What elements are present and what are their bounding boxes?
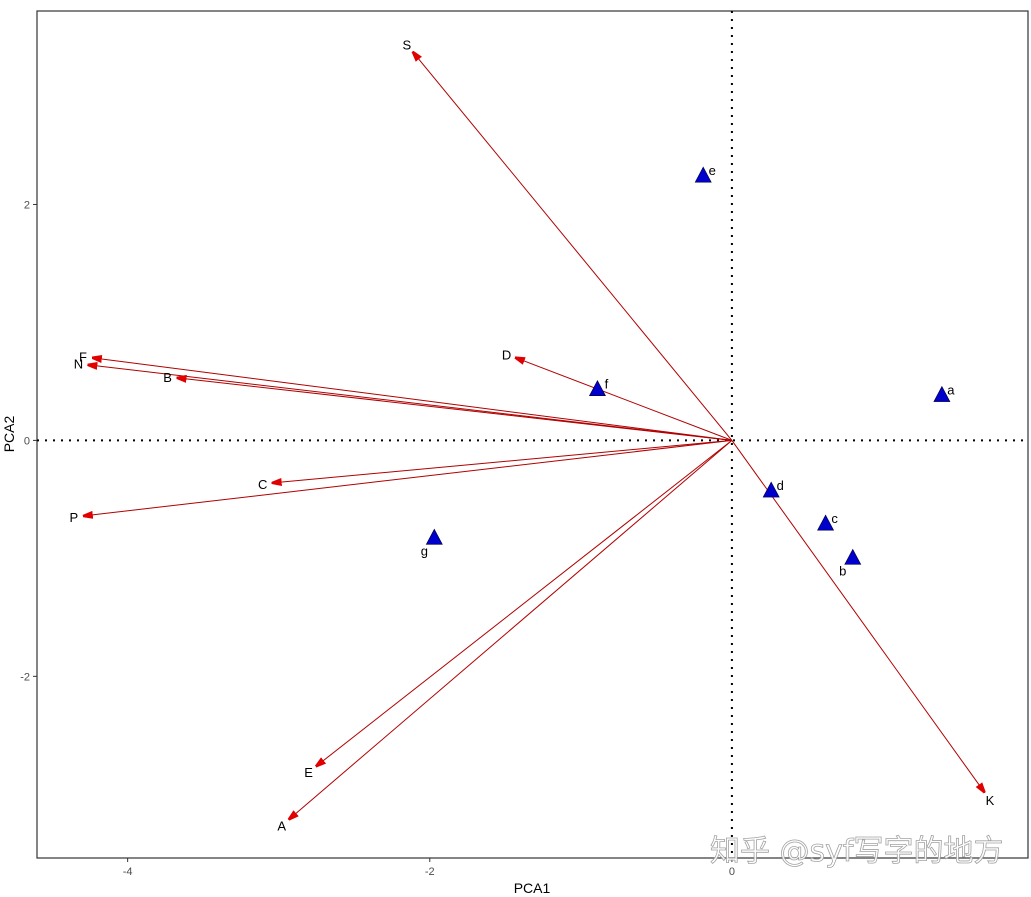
x-axis-title: PCA1 <box>514 880 551 896</box>
sample-label-g: g <box>421 543 428 558</box>
loading-label-D: D <box>502 347 511 362</box>
watermark: 知乎 @syf写字的地方 <box>710 834 1003 869</box>
sample-label-e: e <box>709 163 716 178</box>
sample-triangle-b <box>844 548 862 565</box>
sample-triangle-g <box>425 528 443 545</box>
sample-triangle-a <box>933 385 951 402</box>
sample-triangle-d <box>762 481 780 498</box>
sample-triangle-e <box>694 166 712 183</box>
loading-label-C: C <box>258 477 267 492</box>
sample-label-d: d <box>777 478 784 493</box>
sample-label-a: a <box>947 383 955 398</box>
loading-label-N: N <box>74 357 83 372</box>
loading-label-F: F <box>79 350 87 365</box>
x-tick-label: -2 <box>425 866 435 878</box>
loading-arrow-C <box>273 439 732 482</box>
loading-arrow-P <box>84 439 732 515</box>
loading-label-S: S <box>402 38 411 53</box>
loading-label-B: B <box>163 370 172 385</box>
plot-panel <box>36 10 1029 859</box>
x-tick-label: 0 <box>729 866 735 878</box>
loading-label-P: P <box>70 510 79 525</box>
loading-arrow-F <box>93 358 732 441</box>
loading-arrows: S FN B D C P E A K <box>70 38 995 834</box>
sample-triangle-f <box>588 380 606 396</box>
loading-arrow-B <box>177 378 732 441</box>
sample-label-c: c <box>831 511 838 526</box>
y-axis-title: PCA2 <box>1 416 17 453</box>
loading-arrow-E <box>316 440 733 766</box>
sample-triangle-c <box>817 514 835 531</box>
loading-label-E: E <box>304 765 313 780</box>
loading-arrow-D <box>516 358 733 441</box>
axis-ticks: -4 -2 0 -2 0 2 <box>20 199 735 878</box>
loading-arrow-K <box>731 440 984 792</box>
reference-lines <box>37 11 1028 858</box>
sample-label-f: f <box>605 377 609 392</box>
y-tick-label: 2 <box>24 199 30 211</box>
sample-points: a b c d e f g <box>421 163 956 578</box>
loading-label-K: K <box>986 793 995 808</box>
x-tick-label: -4 <box>123 866 133 878</box>
y-tick-label: 0 <box>24 435 30 447</box>
loading-arrow-A <box>289 440 733 819</box>
loading-arrow-S <box>413 52 733 441</box>
sample-label-b: b <box>839 563 846 578</box>
loading-label-A: A <box>277 819 286 834</box>
y-tick-label: -2 <box>20 671 30 683</box>
